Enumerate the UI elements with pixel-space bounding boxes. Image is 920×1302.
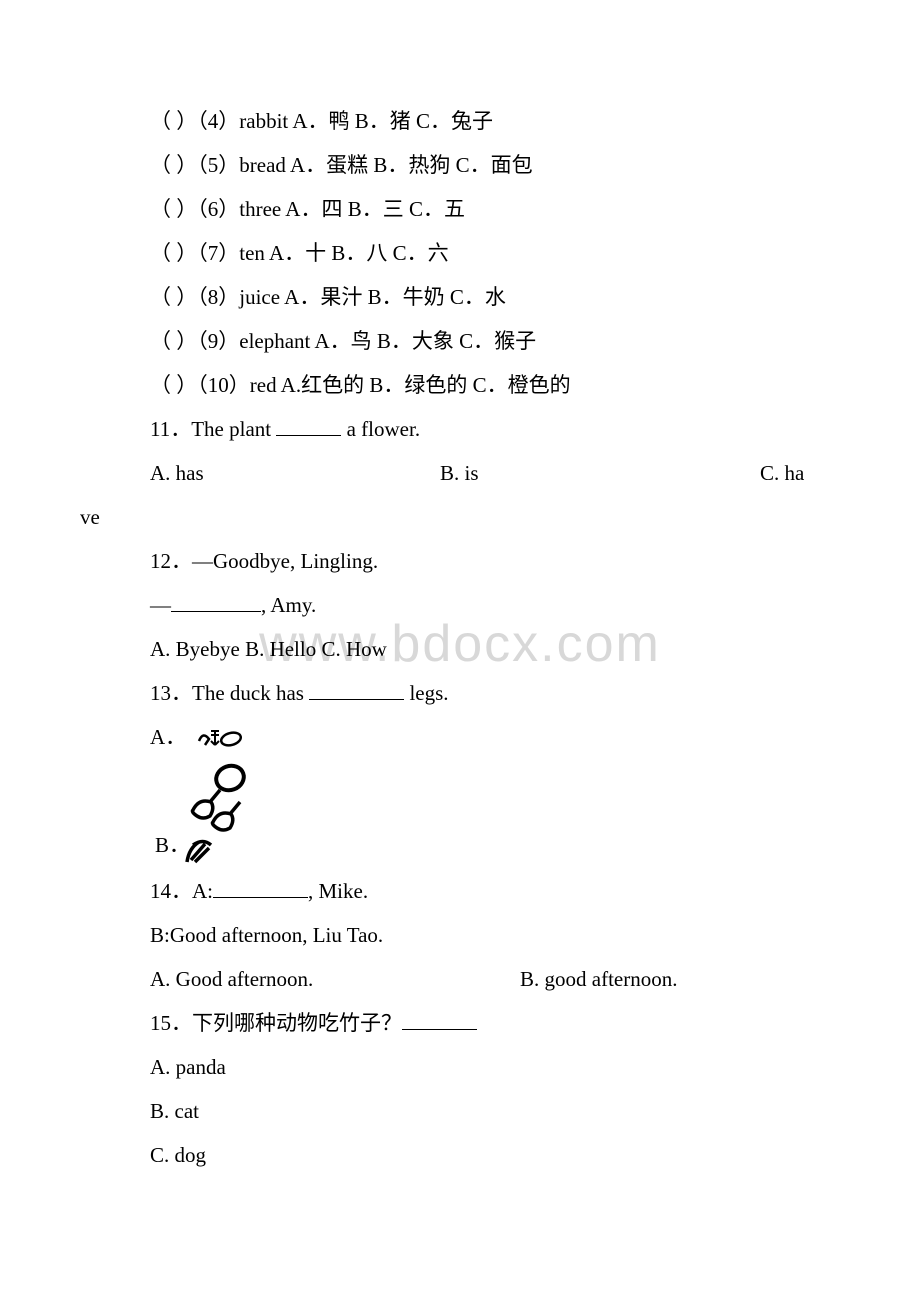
option-b: B. is	[440, 452, 760, 494]
question-14: 14．A: , Mike.	[150, 870, 840, 912]
q11-suffix: a flower.	[341, 417, 420, 441]
blank-fill	[309, 699, 404, 700]
document-content: （ ）（4）rabbit A．鸭 B．猪 C．兔子 （ ）（5）bread A．…	[150, 100, 840, 1176]
question-15-option-c: C. dog	[150, 1134, 840, 1176]
blank-fill	[213, 897, 308, 898]
q13-suffix: legs.	[404, 681, 448, 705]
q12-amy: , Amy.	[261, 593, 316, 617]
question-8: （ ）（8）juice A．果汁 B．牛奶 C．水	[150, 276, 840, 318]
blank-fill	[402, 1029, 477, 1030]
q13-prefix: 13．The duck has	[150, 681, 309, 705]
q14-suffix: , Mike.	[308, 879, 368, 903]
question-11-options: A. has B. is C. ha	[150, 452, 840, 494]
option-a: A. Good afternoon.	[150, 958, 520, 1000]
question-12-line2: — , Amy.	[150, 584, 840, 626]
question-15-option-b: B. cat	[150, 1090, 840, 1132]
question-6: （ ）（6）three A．四 B．三 C．五	[150, 188, 840, 230]
blank-fill	[171, 611, 261, 612]
blank-fill	[276, 435, 341, 436]
question-14-line2: B:Good afternoon, Liu Tao.	[150, 914, 840, 956]
question-14-options: A. Good afternoon. B. good afternoon.	[150, 958, 840, 1000]
q12-dash: —	[150, 593, 171, 617]
question-4: （ ）（4）rabbit A．鸭 B．猪 C．兔子	[150, 100, 840, 142]
question-12-line1: 12．—Goodbye, Lingling.	[150, 540, 840, 582]
q14-prefix: 14．A:	[150, 879, 213, 903]
option-b: B. good afternoon.	[520, 958, 677, 1000]
option-a: A. has	[150, 452, 440, 494]
q11-prefix: 11．The plant	[150, 417, 276, 441]
question-12-options: A. Byebye B. Hello C. How	[150, 628, 840, 670]
question-15: 15．下列哪种动物吃竹子？	[150, 1002, 840, 1044]
q11-ve: ve	[80, 496, 840, 538]
question-13: 13．The duck has legs.	[150, 672, 840, 714]
question-11: 11．The plant a flower.	[150, 408, 840, 450]
question-13-option-b: B．	[150, 760, 840, 870]
question-13-option-a: A．	[150, 716, 840, 758]
option-b-label: B．	[155, 824, 190, 866]
question-5: （ ）（5）bread A．蛋糕 B．热狗 C．面包	[150, 144, 840, 186]
q15-prefix: 15．下列哪种动物吃竹子？	[150, 1011, 402, 1035]
question-9: （ ）（9）elephant A．鸟 B．大象 C．猴子	[150, 320, 840, 362]
question-15-option-a: A. panda	[150, 1046, 840, 1088]
two-symbol-icon	[195, 727, 255, 751]
question-10: （ ）（10）red A.红色的 B．绿色的 C．橙色的	[150, 364, 840, 406]
question-7: （ ）（7）ten A．十 B．八 C．六	[150, 232, 840, 274]
option-c: C. ha	[760, 452, 804, 494]
option-a-label: A．	[150, 725, 186, 749]
